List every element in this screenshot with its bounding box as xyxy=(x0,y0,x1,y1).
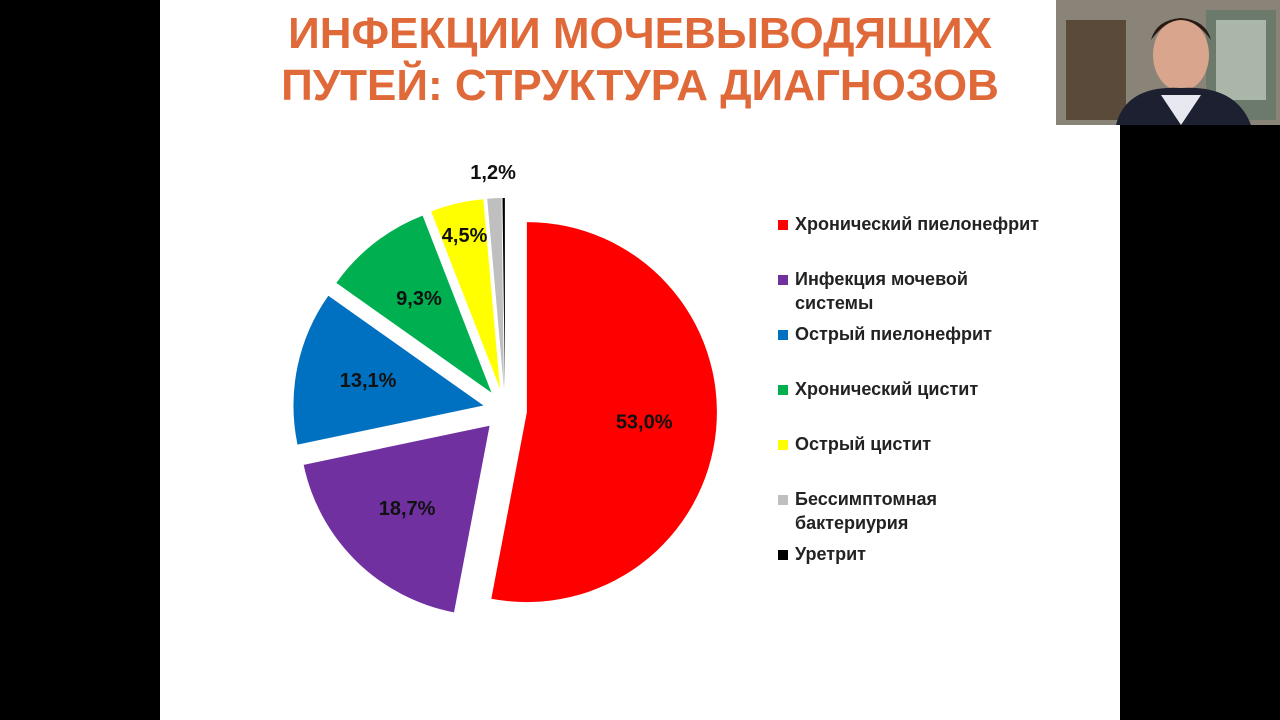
legend-label: Острый пиелонефрит xyxy=(795,324,992,344)
legend-swatch xyxy=(778,275,788,285)
pie-slice xyxy=(293,295,484,445)
legend-swatch xyxy=(778,550,788,560)
legend-label: Бессимптомная бактериурия xyxy=(795,489,938,533)
legend-label: Уретрит xyxy=(795,544,866,564)
webcam-view xyxy=(1056,0,1280,125)
data-label: 18,7% xyxy=(379,498,436,520)
data-label: 1,2% xyxy=(470,162,516,184)
data-label: 9,3% xyxy=(396,288,442,310)
data-label: 53,0% xyxy=(616,411,673,433)
pie-slice xyxy=(487,198,504,389)
chart-title: ИНФЕКЦИИ МОЧЕВЫВОДЯЩИХ ПУТЕЙ: СТРУКТУРА … xyxy=(281,9,999,110)
legend-swatch xyxy=(778,495,788,505)
pie-slice xyxy=(431,199,500,389)
pie-slice xyxy=(502,198,505,389)
pie-slice xyxy=(491,222,717,603)
legend-swatch xyxy=(778,330,788,340)
legend-swatch xyxy=(778,440,788,450)
legend-swatch xyxy=(778,220,788,230)
pie-slice xyxy=(303,425,490,613)
data-label: 13,1% xyxy=(340,370,397,392)
legend-label: Инфекция мочевой системы xyxy=(795,269,968,313)
data-label: 4,5% xyxy=(442,225,488,247)
legend-label: Хронический цистит xyxy=(795,379,979,399)
pie-slice xyxy=(336,215,492,393)
legend-label: Хронический пиелонефрит xyxy=(795,214,1039,234)
legend-swatch xyxy=(778,385,788,395)
legend-label: Острый цистит xyxy=(795,434,932,454)
